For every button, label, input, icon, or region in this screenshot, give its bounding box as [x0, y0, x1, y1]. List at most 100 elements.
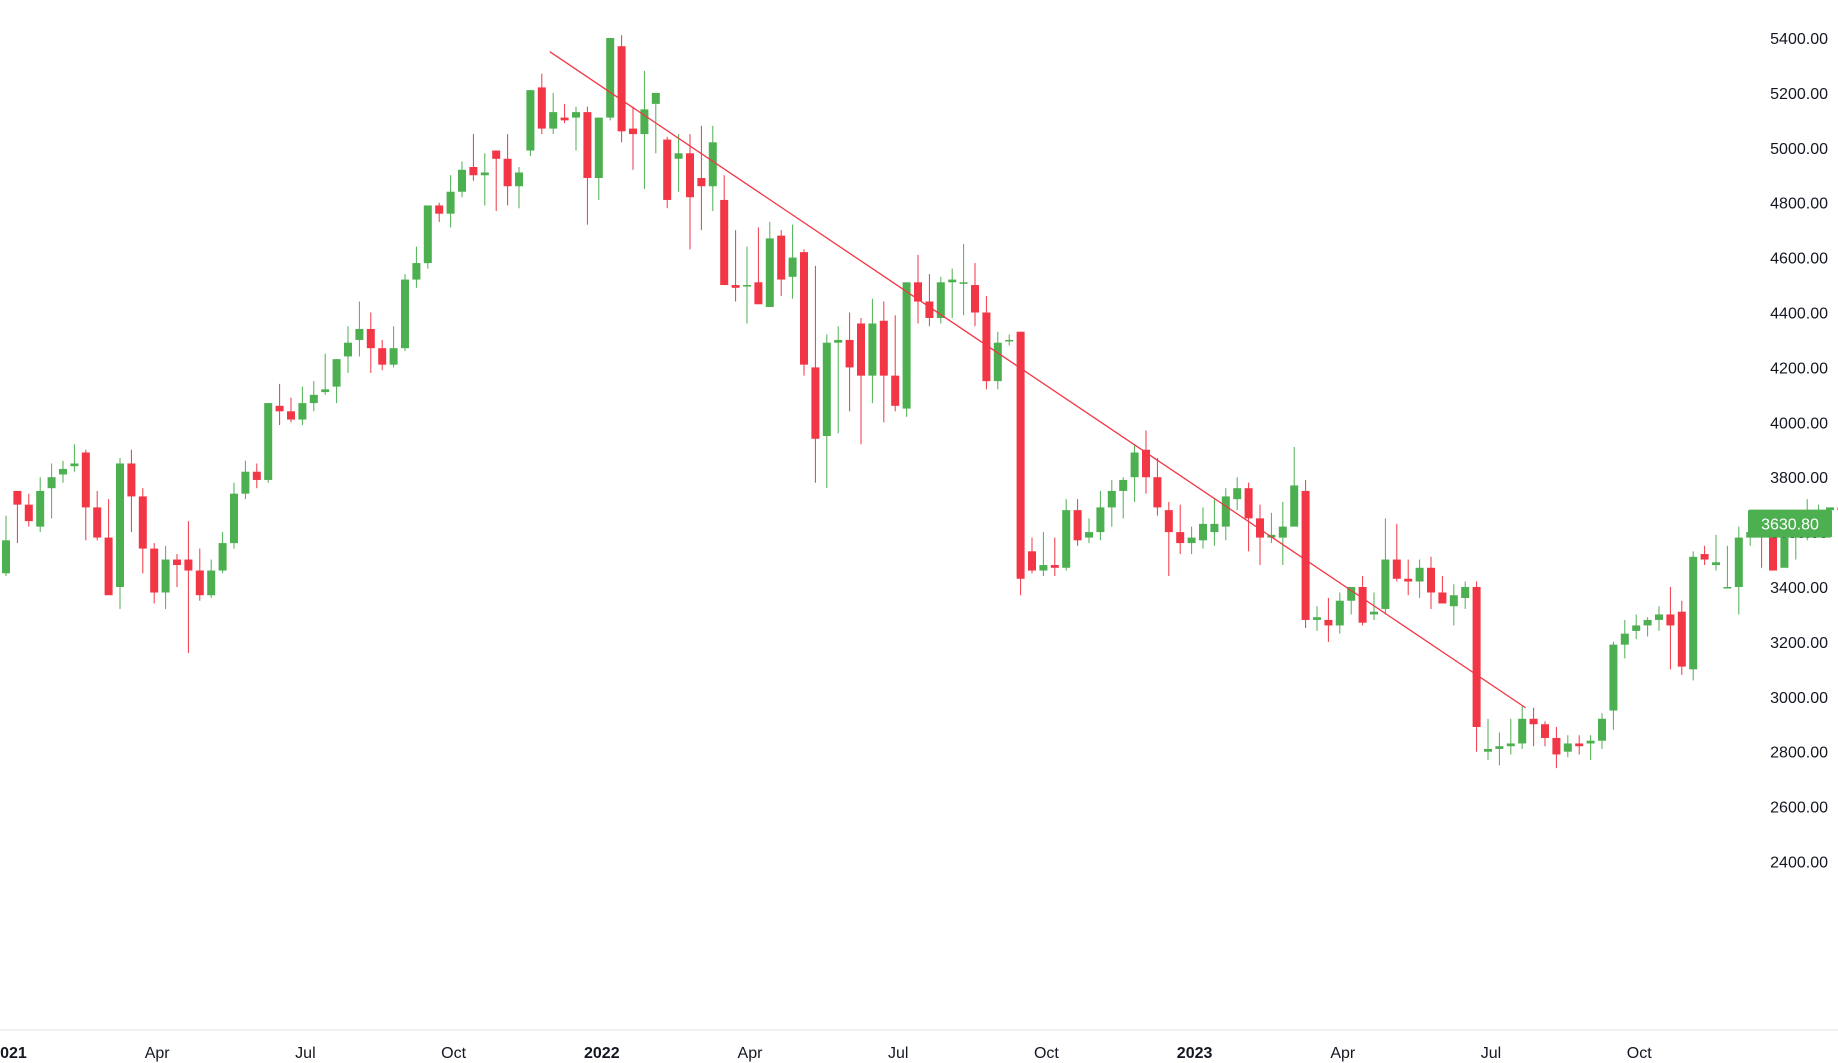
candles-group	[2, 35, 1838, 769]
candle-body	[1358, 587, 1367, 623]
candle-body	[1677, 611, 1686, 667]
time-tick-label: Apr	[145, 1045, 171, 1062]
candle-body	[1404, 578, 1413, 582]
candle-body	[389, 348, 398, 365]
candle-body	[1244, 488, 1253, 519]
candle-body	[754, 282, 763, 305]
candle-body	[13, 490, 22, 505]
price-tick-label: 2800.00	[1770, 745, 1828, 762]
time-tick-label: Apr	[738, 1045, 764, 1062]
candle-body	[1142, 449, 1150, 478]
candle-body	[1347, 587, 1356, 601]
candle-body	[1164, 510, 1173, 533]
candle-body	[1210, 523, 1219, 533]
candle-body	[241, 471, 250, 494]
candle-body	[1062, 510, 1071, 568]
candle-body	[1563, 743, 1572, 752]
candle-body	[1256, 518, 1264, 538]
candle-body	[549, 112, 558, 129]
time-tick-label: 2022	[584, 1045, 620, 1062]
candle-body	[412, 263, 421, 280]
candle-body	[1552, 737, 1561, 755]
candle-body	[458, 169, 466, 192]
candle-body	[1415, 567, 1424, 582]
candle-body	[503, 158, 512, 187]
candle-body	[617, 46, 626, 132]
candle-body	[332, 359, 341, 387]
candle-body	[1301, 490, 1310, 620]
candle-body	[708, 142, 717, 187]
candle-body	[1392, 559, 1401, 579]
candle-body	[788, 257, 797, 277]
candle-body	[822, 342, 831, 437]
candle-body	[1427, 567, 1435, 593]
price-axis[interactable]: 5400.00 5200.00 5000.00 4800.00 4600.00 4400.…	[1770, 31, 1828, 872]
price-tick-label: 4600.00	[1770, 251, 1828, 268]
candle-body	[1073, 510, 1082, 541]
last-price-tag: 3630.80	[1748, 509, 1832, 538]
candle-body	[1233, 488, 1242, 500]
candle-body	[686, 153, 694, 198]
candle-body	[959, 282, 968, 284]
candle-body	[720, 199, 729, 286]
candle-body	[1005, 339, 1014, 342]
candle-body	[879, 320, 888, 376]
candle-body	[537, 87, 546, 129]
candle-body	[252, 471, 261, 480]
candle-body	[309, 394, 318, 404]
time-tick-label: Jul	[1481, 1045, 1501, 1062]
candle-body	[47, 477, 56, 489]
candle-body	[936, 282, 945, 318]
candle-body	[1575, 743, 1584, 747]
candle-body	[902, 282, 911, 409]
candle-body	[1176, 532, 1185, 544]
candle-body	[1199, 523, 1207, 541]
candle-body	[640, 109, 649, 135]
candle-body	[1666, 614, 1675, 626]
candle-body	[138, 496, 147, 549]
candle-body	[1632, 625, 1641, 631]
candle-body	[1712, 562, 1720, 566]
candle-body	[583, 112, 592, 178]
candle-body	[378, 348, 387, 365]
candle-body	[1586, 740, 1595, 744]
candle-body	[104, 537, 113, 596]
candle-body	[1734, 537, 1743, 587]
candle-body	[777, 235, 786, 280]
candle-body	[1119, 479, 1128, 491]
candle-body	[1495, 746, 1504, 749]
candle-body	[572, 112, 580, 118]
candle-body	[800, 252, 808, 365]
candle-body	[1643, 619, 1652, 626]
candle-body	[435, 205, 444, 214]
price-tick-label: 2400.00	[1770, 855, 1828, 872]
candle-body	[811, 367, 820, 439]
candle-body	[834, 339, 843, 343]
candle-body	[743, 285, 751, 287]
time-tick-label: Jul	[888, 1045, 908, 1062]
time-axis[interactable]: 2021 Apr Jul Oct 2022 Apr Jul Oct 2023 Apr Jul Oct	[0, 1045, 1652, 1062]
candle-body	[1016, 331, 1025, 579]
candle-body	[845, 339, 854, 368]
candle-body	[1130, 452, 1139, 478]
candle-body	[1484, 748, 1492, 752]
candle-body	[1324, 619, 1333, 626]
candle-body	[1313, 617, 1321, 620]
candle-body	[1438, 592, 1447, 604]
candle-body	[264, 403, 273, 480]
candle-body	[1689, 556, 1698, 670]
candle-body	[914, 282, 922, 302]
candle-body	[651, 92, 660, 104]
candle-body	[161, 559, 170, 593]
candle-body	[594, 117, 603, 178]
candle-body	[116, 463, 124, 587]
candle-body	[36, 490, 45, 527]
candle-body	[629, 128, 637, 135]
candle-body	[891, 375, 900, 406]
candle-body	[1620, 633, 1629, 645]
price-tick-label: 4800.00	[1770, 196, 1828, 213]
candle-body	[993, 342, 1002, 382]
candle-body	[1518, 718, 1527, 744]
candle-body	[207, 570, 216, 596]
